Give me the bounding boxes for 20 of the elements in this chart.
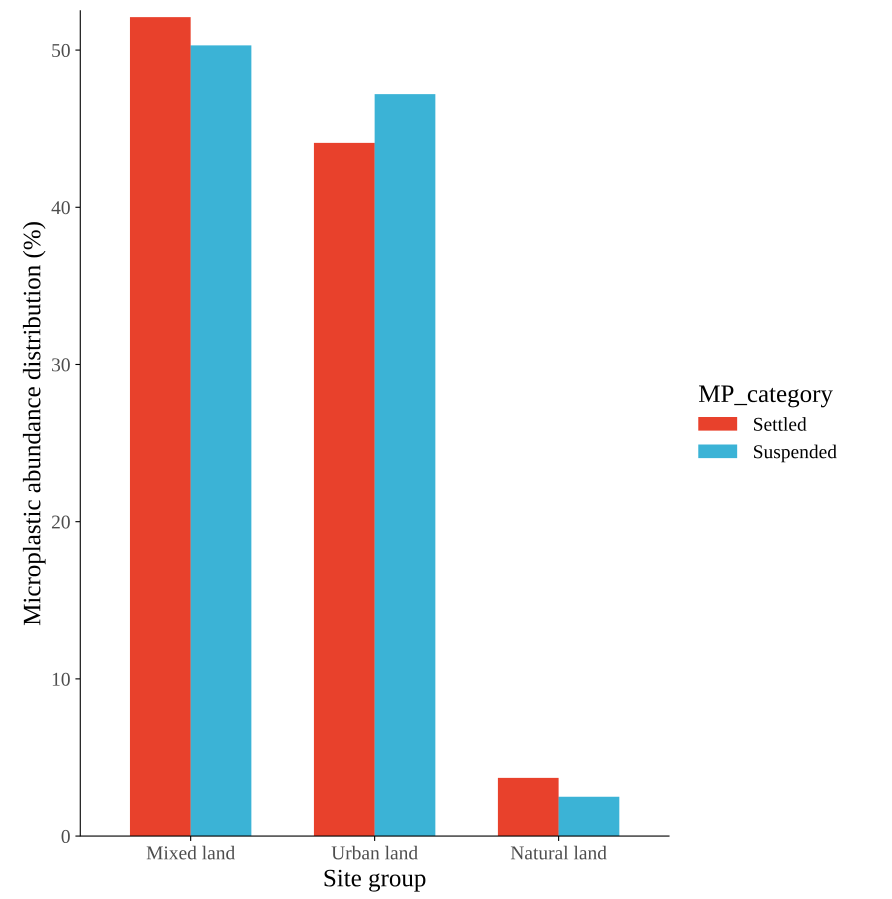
bar <box>498 778 559 836</box>
y-axis-title: Microplastic abundance distribution (%) <box>22 222 46 626</box>
x-tick-label: Mixed land <box>146 846 235 860</box>
y-tick-label: 0 <box>62 830 70 844</box>
legend-title: MP_category <box>698 386 833 408</box>
x-tick-label: Natural land <box>510 846 607 860</box>
x-axis-title: Site group <box>324 870 426 892</box>
bar <box>130 17 191 836</box>
x-tick-label: Urban land <box>332 846 418 860</box>
bar <box>558 796 620 836</box>
legend-label: Suspended <box>754 444 837 462</box>
y-tick-label: 20 <box>52 515 70 529</box>
bar <box>190 45 252 836</box>
y-tick-label: 30 <box>52 358 70 372</box>
bar <box>374 94 436 836</box>
y-tick-label: 10 <box>52 672 70 686</box>
legend-label: Settled <box>754 417 806 431</box>
y-tick-label: 40 <box>51 201 70 214</box>
y-tick-label: 50 <box>52 44 70 58</box>
bar <box>314 142 375 836</box>
